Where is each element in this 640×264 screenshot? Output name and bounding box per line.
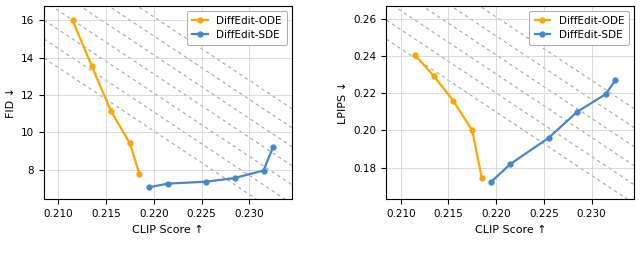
DiffEdit-ODE: [69, 19, 77, 22]
Line: DiffEdit-SDE: DiffEdit-SDE: [489, 78, 618, 184]
DiffEdit-ODE: [107, 109, 115, 112]
DiffEdit-SDE: [260, 169, 268, 172]
DiffEdit-SDE: [507, 162, 515, 166]
Line: DiffEdit-ODE: DiffEdit-ODE: [70, 18, 142, 177]
DiffEdit-ODE: [411, 53, 419, 56]
DiffEdit-ODE: [430, 75, 438, 78]
DiffEdit-SDE: [612, 78, 620, 82]
DiffEdit-ODE: [468, 129, 476, 132]
X-axis label: CLIP Score ↑: CLIP Score ↑: [132, 225, 204, 235]
Legend: DiffEdit-ODE, DiffEdit-SDE: DiffEdit-ODE, DiffEdit-SDE: [529, 11, 629, 45]
X-axis label: CLIP Score ↑: CLIP Score ↑: [475, 225, 546, 235]
DiffEdit-SDE: [164, 182, 172, 185]
DiffEdit-SDE: [573, 110, 581, 113]
Line: DiffEdit-ODE: DiffEdit-ODE: [413, 53, 484, 180]
DiffEdit-SDE: [145, 186, 153, 189]
DiffEdit-SDE: [488, 180, 495, 183]
DiffEdit-SDE: [202, 180, 210, 183]
Legend: DiffEdit-ODE, DiffEdit-SDE: DiffEdit-ODE, DiffEdit-SDE: [187, 11, 287, 45]
DiffEdit-ODE: [449, 99, 457, 102]
DiffEdit-ODE: [126, 142, 134, 145]
DiffEdit-ODE: [88, 65, 95, 68]
DiffEdit-SDE: [231, 176, 239, 180]
DiffEdit-ODE: [136, 173, 143, 176]
DiffEdit-SDE: [602, 92, 610, 96]
DiffEdit-ODE: [478, 176, 486, 180]
Y-axis label: FID ↓: FID ↓: [6, 87, 15, 118]
Line: DiffEdit-SDE: DiffEdit-SDE: [147, 145, 275, 190]
DiffEdit-SDE: [269, 146, 277, 149]
Y-axis label: LPIPS ↓: LPIPS ↓: [338, 81, 348, 124]
DiffEdit-SDE: [545, 136, 552, 139]
